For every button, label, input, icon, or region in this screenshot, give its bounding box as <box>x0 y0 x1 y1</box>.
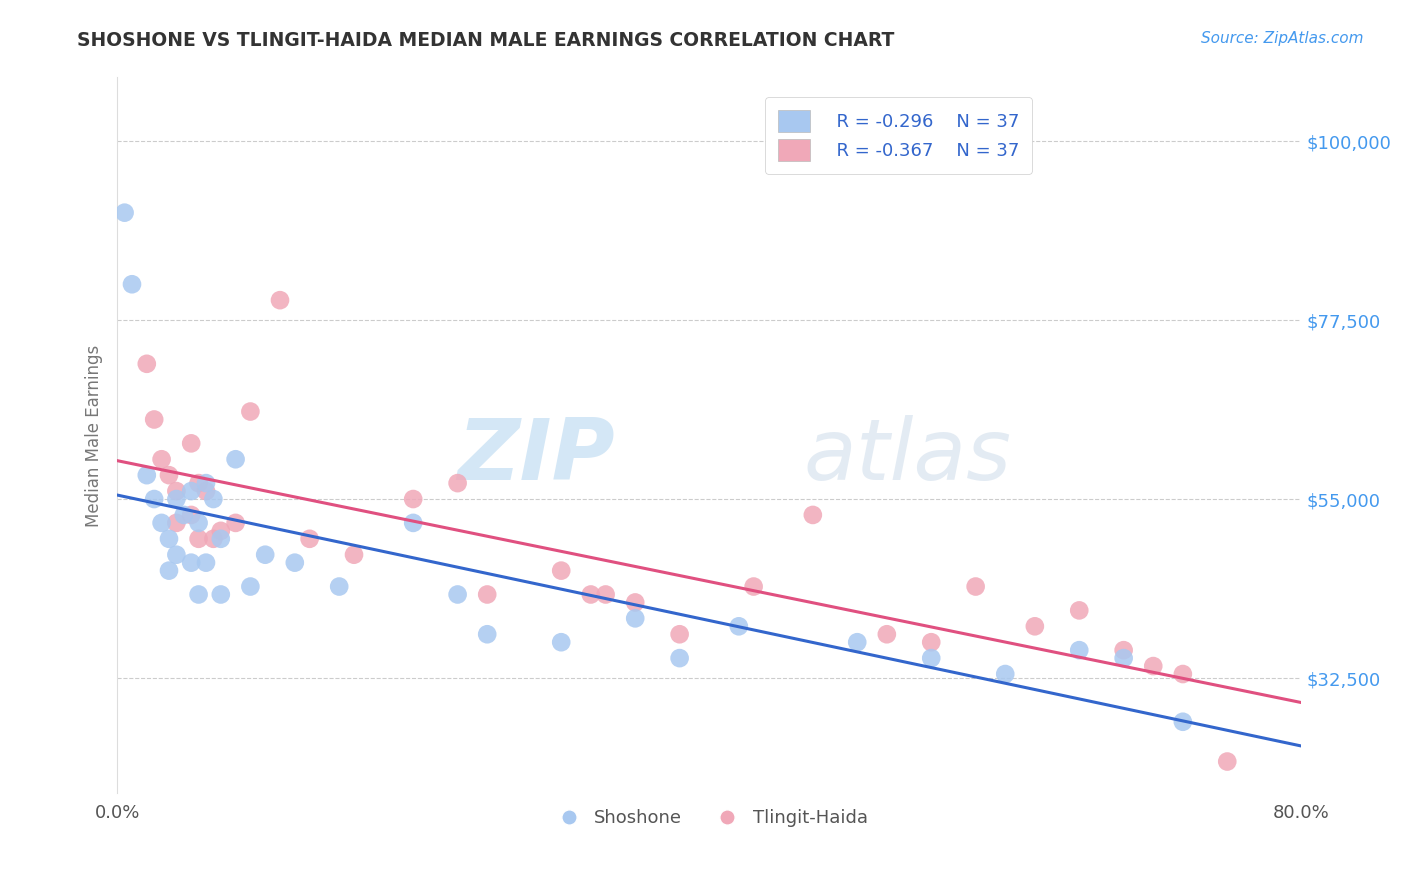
Point <box>269 293 291 308</box>
Point <box>1112 643 1135 657</box>
Point <box>402 516 425 530</box>
Point <box>195 484 218 499</box>
Point <box>1112 651 1135 665</box>
Point <box>239 580 262 594</box>
Point <box>624 595 647 609</box>
Point <box>121 277 143 292</box>
Point <box>579 587 602 601</box>
Point <box>920 651 942 665</box>
Point <box>135 357 157 371</box>
Point <box>157 532 180 546</box>
Point <box>114 205 136 219</box>
Text: ZIP: ZIP <box>457 416 614 499</box>
Point <box>1024 619 1046 633</box>
Point <box>876 627 898 641</box>
Point <box>165 548 187 562</box>
Text: SHOSHONE VS TLINGIT-HAIDA MEDIAN MALE EARNINGS CORRELATION CHART: SHOSHONE VS TLINGIT-HAIDA MEDIAN MALE EA… <box>77 31 894 50</box>
Point <box>343 548 366 562</box>
Legend: Shoshone, Tlingit-Haida: Shoshone, Tlingit-Haida <box>544 802 875 834</box>
Point <box>187 476 209 491</box>
Point <box>209 532 232 546</box>
Point <box>157 564 180 578</box>
Point <box>668 627 690 641</box>
Point <box>202 491 225 506</box>
Point <box>143 412 166 426</box>
Point <box>446 476 468 491</box>
Point <box>1069 643 1091 657</box>
Point <box>402 491 425 506</box>
Point <box>180 436 202 450</box>
Point <box>209 524 232 538</box>
Point <box>195 476 218 491</box>
Point <box>550 635 572 649</box>
Point <box>994 667 1017 681</box>
Point <box>446 587 468 601</box>
Point <box>477 587 499 601</box>
Point <box>187 516 209 530</box>
Point <box>801 508 824 522</box>
Point <box>165 491 187 506</box>
Point <box>225 452 247 467</box>
Point <box>920 635 942 649</box>
Text: atlas: atlas <box>804 416 1012 499</box>
Point <box>965 580 987 594</box>
Point <box>727 619 749 633</box>
Point <box>1216 755 1239 769</box>
Point <box>477 627 499 641</box>
Point <box>187 532 209 546</box>
Point <box>254 548 277 562</box>
Point <box>209 587 232 601</box>
Point <box>239 404 262 418</box>
Point <box>624 611 647 625</box>
Point <box>1069 603 1091 617</box>
Point <box>180 484 202 499</box>
Point <box>135 468 157 483</box>
Point <box>328 580 350 594</box>
Point <box>668 651 690 665</box>
Text: Source: ZipAtlas.com: Source: ZipAtlas.com <box>1201 31 1364 46</box>
Point <box>298 532 321 546</box>
Point <box>180 556 202 570</box>
Point <box>165 484 187 499</box>
Point <box>1142 659 1164 673</box>
Point <box>143 491 166 506</box>
Point <box>550 564 572 578</box>
Point <box>846 635 869 649</box>
Point <box>157 468 180 483</box>
Y-axis label: Median Male Earnings: Median Male Earnings <box>86 344 103 526</box>
Point <box>195 556 218 570</box>
Point <box>595 587 617 601</box>
Point <box>150 452 173 467</box>
Point <box>1171 714 1194 729</box>
Point <box>173 508 195 522</box>
Point <box>742 580 765 594</box>
Point <box>165 516 187 530</box>
Point <box>150 516 173 530</box>
Point <box>187 587 209 601</box>
Point <box>284 556 307 570</box>
Point <box>225 516 247 530</box>
Point <box>180 508 202 522</box>
Point <box>1171 667 1194 681</box>
Point <box>202 532 225 546</box>
